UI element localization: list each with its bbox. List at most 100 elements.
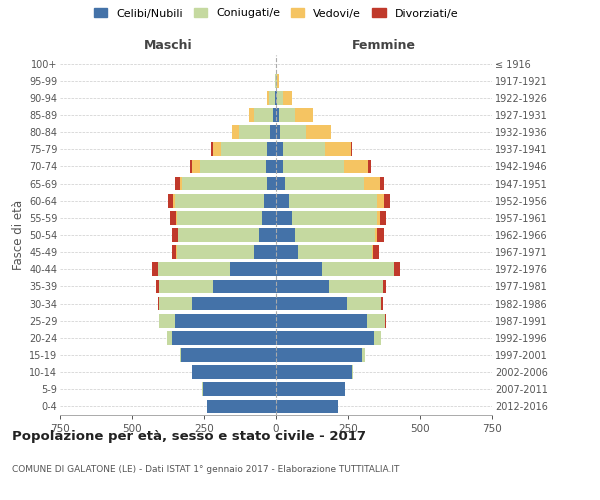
Bar [276, 211, 292, 224]
Legend: Celibi/Nubili, Coniugati/e, Vedovi/e, Divorziati/e: Celibi/Nubili, Coniugati/e, Vedovi/e, Di… [94, 8, 458, 18]
Bar [160, 314, 175, 328]
Bar [351, 142, 352, 156]
Bar [200, 160, 266, 173]
Bar [176, 246, 254, 259]
Bar [284, 176, 364, 190]
Bar [193, 296, 276, 310]
Bar [268, 142, 276, 156]
Text: Femmine: Femmine [352, 40, 416, 52]
Bar [376, 228, 377, 242]
Bar [160, 296, 193, 310]
Bar [230, 262, 276, 276]
Bar [276, 228, 295, 242]
Bar [158, 262, 230, 276]
Bar [276, 176, 284, 190]
Bar [176, 211, 262, 224]
Bar [172, 246, 176, 259]
Bar [182, 176, 268, 190]
Bar [364, 176, 380, 190]
Bar [283, 91, 292, 104]
Bar [170, 211, 176, 224]
Y-axis label: Anni di nascita: Anni di nascita [596, 192, 600, 278]
Bar [167, 331, 172, 344]
Bar [248, 108, 254, 122]
Bar [329, 280, 383, 293]
Bar [175, 176, 179, 190]
Bar [325, 142, 351, 156]
Bar [254, 246, 276, 259]
Y-axis label: Fasce di età: Fasce di età [11, 200, 25, 270]
Bar [383, 280, 386, 293]
Bar [273, 108, 276, 122]
Bar [344, 160, 368, 173]
Bar [175, 194, 264, 207]
Bar [283, 142, 325, 156]
Bar [279, 108, 295, 122]
Bar [212, 142, 221, 156]
Bar [377, 211, 380, 224]
Bar [347, 296, 381, 310]
Bar [276, 400, 338, 413]
Bar [275, 91, 276, 104]
Bar [267, 91, 269, 104]
Bar [212, 280, 276, 293]
Bar [190, 160, 193, 173]
Bar [259, 228, 276, 242]
Text: Maschi: Maschi [143, 40, 193, 52]
Bar [232, 126, 239, 139]
Bar [380, 211, 386, 224]
Bar [276, 91, 277, 104]
Text: Popolazione per età, sesso e stato civile - 2017: Popolazione per età, sesso e stato civil… [12, 430, 366, 443]
Bar [394, 262, 400, 276]
Bar [221, 142, 268, 156]
Bar [276, 246, 298, 259]
Bar [178, 228, 259, 242]
Bar [264, 194, 276, 207]
Bar [276, 331, 374, 344]
Bar [179, 176, 182, 190]
Bar [254, 108, 273, 122]
Bar [175, 314, 276, 328]
Bar [380, 176, 384, 190]
Bar [266, 160, 276, 173]
Bar [381, 296, 383, 310]
Text: COMUNE DI GALATONE (LE) - Dati ISTAT 1° gennaio 2017 - Elaborazione TUTTITALIA.I: COMUNE DI GALATONE (LE) - Dati ISTAT 1° … [12, 465, 400, 474]
Bar [276, 126, 280, 139]
Bar [276, 348, 362, 362]
Bar [173, 194, 175, 207]
Bar [289, 194, 377, 207]
Bar [207, 400, 276, 413]
Bar [211, 142, 212, 156]
Bar [276, 382, 345, 396]
Bar [377, 194, 384, 207]
Bar [172, 228, 178, 242]
Bar [156, 280, 160, 293]
Bar [269, 126, 276, 139]
Bar [368, 160, 371, 173]
Bar [277, 74, 278, 88]
Bar [352, 366, 353, 379]
Bar [158, 296, 160, 310]
Bar [276, 280, 329, 293]
Bar [276, 314, 367, 328]
Bar [276, 142, 283, 156]
Bar [295, 228, 376, 242]
Bar [193, 160, 200, 173]
Bar [276, 262, 322, 276]
Bar [172, 331, 276, 344]
Bar [203, 382, 276, 396]
Bar [276, 296, 347, 310]
Bar [268, 176, 276, 190]
Bar [298, 246, 373, 259]
Bar [152, 262, 158, 276]
Bar [276, 108, 279, 122]
Bar [295, 108, 313, 122]
Bar [292, 211, 377, 224]
Bar [239, 126, 269, 139]
Bar [181, 348, 276, 362]
Bar [322, 262, 394, 276]
Bar [262, 211, 276, 224]
Bar [377, 228, 384, 242]
Bar [306, 126, 331, 139]
Bar [269, 91, 275, 104]
